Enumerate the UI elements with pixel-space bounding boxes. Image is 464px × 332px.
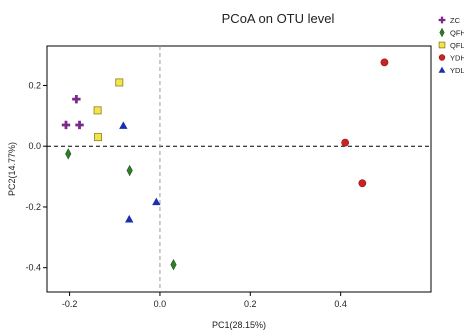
y-tick-label: 0.2 (28, 80, 41, 90)
data-point-qfl (115, 78, 124, 87)
data-point-ydh (380, 58, 389, 67)
plot-area (46, 45, 432, 293)
reference-lines (47, 46, 431, 292)
legend-label-qfh: QFH (450, 29, 464, 38)
data-point-qfl (94, 133, 103, 142)
data-point-qfh (126, 164, 133, 177)
data-point-zc (72, 94, 81, 104)
data-point-ydh (358, 179, 367, 188)
legend-marker-ydl (438, 66, 446, 73)
legend-label-zc: ZC (450, 16, 461, 25)
x-tick-label: 0.2 (244, 299, 257, 309)
legend: ZC QFH QFL YDH YDL (438, 16, 464, 75)
x-tick-label: -0.2 (62, 299, 78, 309)
data-points (61, 58, 389, 271)
legend-marker-ydh (438, 54, 446, 61)
data-point-ydl (119, 121, 128, 129)
x-tick-label: 0.4 (334, 299, 347, 309)
legend-label-ydh: YDH (450, 54, 464, 63)
y-tick-label: -0.4 (25, 263, 41, 273)
data-point-zc (75, 120, 84, 130)
data-point-ydl (125, 214, 134, 223)
legend-marker-qfh (439, 27, 445, 38)
legend-marker-zc (438, 16, 446, 24)
axes: -0.2 0.0 0.2 0.4 -0.4 -0.2 0.0 0.2 (25, 80, 346, 309)
x-tick-label: 0.0 (154, 299, 167, 309)
data-point-ydl (152, 197, 161, 206)
data-point-qfh (170, 258, 177, 271)
y-tick-label: -0.2 (25, 202, 41, 212)
legend-label-qfl: QFL (450, 41, 464, 50)
y-tick-label: 0.0 (28, 141, 41, 151)
data-point-qfl (93, 106, 102, 115)
x-axis-label: PC1(28.15%) (212, 320, 266, 330)
legend-label-ydl: YDL (450, 66, 464, 75)
chart-title: PCoA on OTU level (222, 11, 335, 26)
data-point-qfh (65, 148, 72, 160)
y-axis-label: PC2(14.77%) (7, 142, 17, 196)
legend-marker-qfl (438, 41, 446, 49)
data-point-ydh (341, 138, 350, 147)
data-point-zc (61, 120, 71, 130)
